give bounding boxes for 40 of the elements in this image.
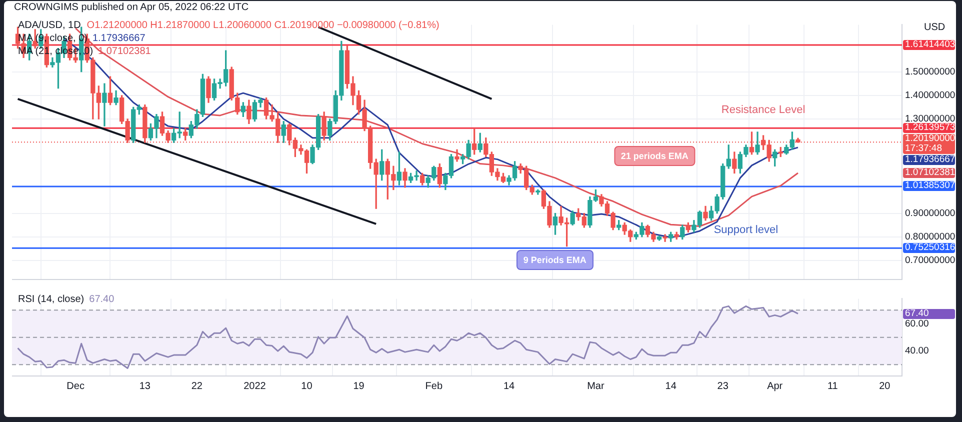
y-tick-label: 60.00 [905,318,929,330]
annotation: Support level [714,224,778,236]
x-tick-label: Apr [767,380,784,392]
y-tick-label: 40.00 [905,346,929,357]
x-tick-label: 10 [301,380,313,392]
annotation: 67.40 [89,294,114,305]
x-tick-label: 22 [191,380,203,392]
x-tick-label: 13 [139,380,151,392]
annotation: Resistance Level [721,104,806,116]
y-axis-title: USD [924,22,946,34]
ref-line-label: 1.20190000 17:37:48 [903,133,956,154]
ref-line-label: 1.01385307 [903,180,956,192]
annotation: 1.17936667 [92,33,146,44]
text: 67.40 [903,308,955,319]
ref-line-label: 1.61414403 [903,38,956,50]
y-tick-label: 1.40000000 [905,90,956,102]
x-tick-label: Mar [587,380,605,392]
x-tick-label: 19 [353,380,365,392]
annotation: O1.21200000 H1.21870000 L1.20060000 C1.20190000 −0.00980000 (−0.81%) [86,20,440,31]
text: 1.07102381 [903,166,956,178]
x-tick-label: Dec [66,380,84,392]
ref-line-label: 1.26139573 [903,122,956,134]
y-tick-label: 1.50000000 [905,66,956,78]
y-tick-label: 0.90000000 [905,208,956,219]
chart-title: ADA/USD, 1D [18,20,81,31]
annotation: 9 Periods EMA [516,250,594,270]
x-tick-label: 20 [879,380,891,392]
annotation: 21 periods EMA [614,146,696,166]
text: 1.17936667 [903,154,956,166]
x-tick-label: 11 [827,380,838,392]
x-tick-label: 23 [717,380,729,392]
x-tick-label: Feb [425,380,443,392]
ref-line-label: 0.75250316 [903,242,956,254]
x-tick-label: 14 [503,380,516,392]
text: RSI (14, close) [18,294,84,305]
chart-subtitle: CROWNGIMS published on Apr 05, 2022 06:22 UTC [14,2,249,14]
y-tick-label: 0.80000000 [905,231,956,242]
y-tick-label: 0.70000000 [905,255,956,266]
x-tick-label: 2022 [244,380,266,392]
x-tick-label: 14 [665,380,677,392]
